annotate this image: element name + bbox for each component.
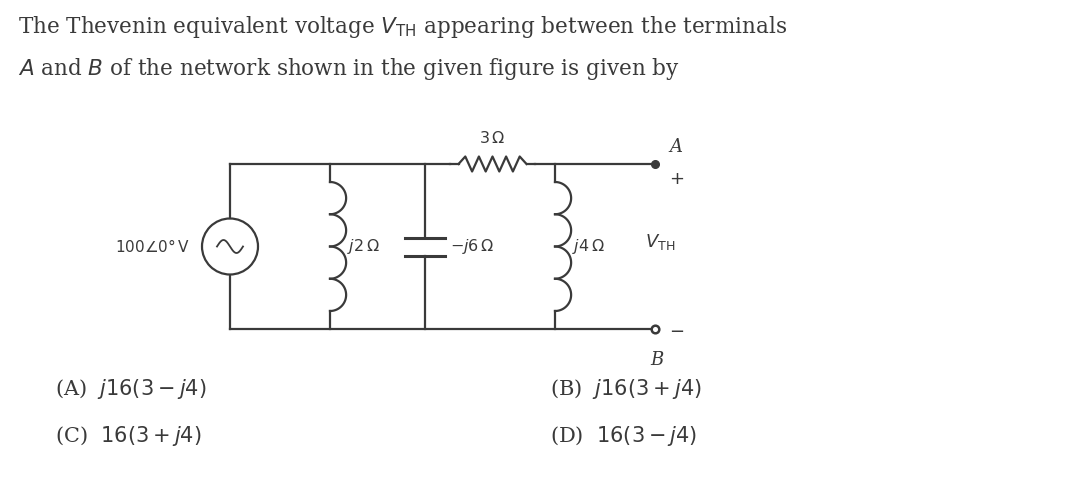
Text: $V_{\mathrm{TH}}$: $V_{\mathrm{TH}}$ (645, 232, 675, 251)
Text: $3\,\Omega$: $3\,\Omega$ (480, 130, 505, 147)
Text: The Thevenin equivalent voltage $V_{\mathrm{TH}}$ appearing between the terminal: The Thevenin equivalent voltage $V_{\mat… (18, 14, 787, 40)
Text: −: − (669, 323, 684, 341)
Text: B: B (650, 351, 663, 369)
Text: $j2\,\Omega$: $j2\,\Omega$ (347, 237, 380, 256)
Text: (D)  $16(3 - j4)$: (D) $16(3 - j4)$ (550, 424, 698, 448)
Text: +: + (669, 170, 684, 188)
Text: (B)  $j16(3 + j4)$: (B) $j16(3 + j4)$ (550, 377, 702, 401)
Text: (C)  $16(3 + j4)$: (C) $16(3 + j4)$ (55, 424, 202, 448)
Text: (A)  $j16(3 - j4)$: (A) $j16(3 - j4)$ (55, 377, 206, 401)
Text: A: A (669, 138, 681, 156)
Text: $100\angle0°\,\mathrm{V}$: $100\angle0°\,\mathrm{V}$ (116, 238, 190, 255)
Text: $-j6\,\Omega$: $-j6\,\Omega$ (450, 237, 495, 256)
Text: $A$ and $B$ of the network shown in the given figure is given by: $A$ and $B$ of the network shown in the … (18, 56, 679, 82)
Text: $j4\,\Omega$: $j4\,\Omega$ (572, 237, 605, 256)
